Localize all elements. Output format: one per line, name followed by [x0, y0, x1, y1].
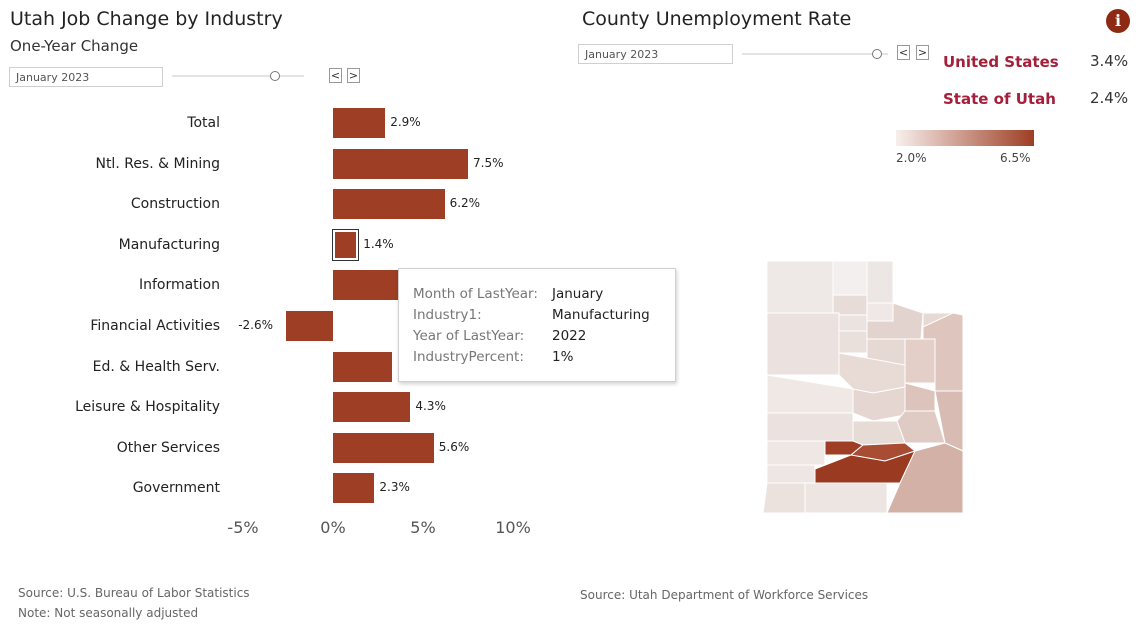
left-title: Utah Job Change by Industry [10, 8, 283, 30]
utah-county-map[interactable] [755, 255, 970, 520]
tooltip-key: Month of LastYear: [413, 286, 538, 302]
us-label: United States [943, 53, 1059, 71]
county-davis [838, 314, 868, 332]
county-washington [762, 482, 806, 514]
left-next-button[interactable]: > [347, 68, 360, 83]
left-source: Source: U.S. Bureau of Labor Statistics [18, 586, 250, 600]
county-juab [766, 374, 854, 414]
info-icon[interactable]: i [1106, 9, 1130, 33]
county-beaver [766, 440, 826, 466]
legend-max-label: 6.5% [1000, 151, 1031, 165]
industry-label-leisure-hospitality: Leisure & Hospitality [75, 399, 220, 416]
left-prev-button[interactable]: < [329, 68, 342, 83]
bar-manufacturing[interactable] [331, 228, 360, 261]
tooltip-row-month: Month of LastYear: January [413, 284, 675, 305]
color-legend-bar [896, 130, 1034, 146]
left-date-slider[interactable] [172, 75, 304, 77]
county-kane [804, 482, 888, 514]
industry-label-other-services: Other Services [116, 439, 220, 456]
right-date-dropdown[interactable]: January 2023 [578, 44, 733, 64]
tooltip-value: January [552, 286, 604, 302]
county-cache [832, 260, 868, 296]
bar-value-label: 5.6% [438, 439, 470, 454]
left-slider-knob[interactable] [270, 71, 280, 81]
industry-label-ntl-res-mining: Ntl. Res. & Mining [95, 155, 220, 172]
county-salt-lake [838, 330, 868, 354]
county-sanpete [852, 386, 906, 422]
axis-tick-label: 5% [410, 518, 436, 537]
county-millard [766, 412, 854, 442]
bar-value-label: 2.9% [390, 115, 421, 129]
tooltip-row-percent: IndustryPercent: 1% [413, 347, 675, 368]
right-next-button[interactable]: > [916, 45, 929, 60]
bar-government[interactable] [333, 473, 375, 504]
industry-label-information: Information [138, 277, 220, 294]
bar-value-label: 6.2% [449, 196, 481, 211]
tooltip-key: Year of LastYear: [413, 328, 525, 344]
bar-value-label: 7.5% [473, 155, 504, 170]
industry-label-construction: Construction [130, 196, 220, 213]
bar-ntl-res-mining[interactable] [333, 148, 468, 179]
industry-label-government: Government [132, 480, 220, 497]
axis-tick-label: -5% [227, 518, 259, 537]
right-title: County Unemployment Rate [582, 8, 852, 30]
legend-min-label: 2.0% [896, 151, 927, 165]
bar-value-label: 4.3% [415, 399, 446, 414]
county-duchesne [904, 338, 936, 384]
county-carbon [904, 382, 936, 412]
right-prev-button[interactable]: < [897, 45, 910, 60]
right-source: Source: Utah Department of Workforce Ser… [580, 588, 869, 602]
bar-financial-activities[interactable] [286, 311, 333, 341]
county-morgan [866, 302, 894, 322]
tooltip-row-industry: Industry1: Manufacturing [413, 305, 675, 326]
bar-ed-health-serv[interactable] [333, 351, 393, 382]
county-sevier [852, 420, 906, 446]
industry-label-ed-health-serv: Ed. & Health Serv. [92, 358, 220, 375]
bar-construction[interactable] [333, 189, 445, 220]
left-note: Note: Not seasonally adjusted [18, 606, 199, 620]
left-subtitle: One-Year Change [10, 37, 139, 55]
bar-value-label: -2.6% [238, 318, 274, 332]
tooltip-value: 1% [552, 349, 574, 365]
utah-rate-value: 2.4% [1090, 89, 1129, 107]
tooltip-row-year: Year of LastYear: 2022 [413, 326, 675, 347]
tooltip-value: 2022 [552, 328, 587, 344]
county-emery [896, 410, 946, 444]
county-tooele [766, 312, 840, 376]
county-rich [866, 260, 894, 304]
county-weber [832, 294, 868, 316]
bar-value-label: 2.3% [379, 480, 410, 495]
bar-value-label: 1.4% [363, 236, 394, 251]
axis-tick-label: 0% [320, 518, 346, 537]
bar-total[interactable] [333, 108, 386, 138]
industry-label-financial-activities: Financial Activities [90, 318, 220, 334]
tooltip-key: IndustryPercent: [413, 349, 524, 365]
tooltip-key: Industry1: [413, 307, 482, 323]
right-slider-knob[interactable] [872, 49, 882, 59]
right-date-slider[interactable] [742, 53, 888, 55]
industry-label-manufacturing: Manufacturing [118, 236, 220, 253]
county-iron [766, 464, 816, 484]
bar-tooltip: Month of LastYear: January Industry1: Manu… [398, 268, 676, 382]
us-rate-value: 3.4% [1090, 52, 1129, 70]
bar-leisure-hospitality[interactable] [333, 392, 411, 423]
bar-other-services[interactable] [333, 432, 434, 463]
left-date-dropdown[interactable]: January 2023 [9, 67, 163, 87]
county-box-elder [766, 260, 834, 314]
tooltip-value: Manufacturing [552, 307, 650, 323]
industry-label-total: Total [187, 115, 220, 131]
utah-label: State of Utah [943, 90, 1056, 108]
axis-tick-label: 10% [495, 518, 531, 537]
